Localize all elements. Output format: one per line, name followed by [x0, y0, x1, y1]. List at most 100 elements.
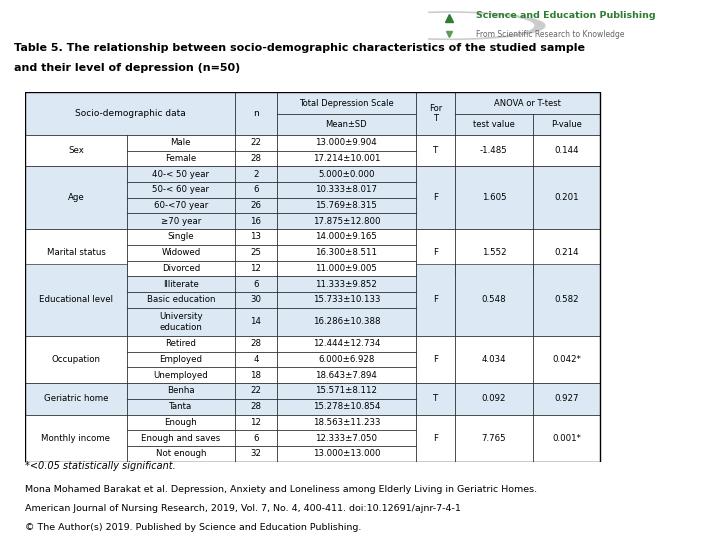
Bar [277, 151, 415, 166]
Text: Occupation: Occupation [51, 355, 101, 364]
Bar [277, 399, 415, 415]
Bar [127, 135, 235, 151]
Text: 0.214: 0.214 [554, 248, 579, 257]
Text: 15.571±8.112: 15.571±8.112 [315, 387, 377, 395]
Bar [127, 198, 235, 213]
Text: Employed: Employed [159, 355, 202, 364]
Text: 14.000±9.165: 14.000±9.165 [315, 233, 377, 241]
Text: Geriatric home: Geriatric home [44, 394, 108, 403]
Bar [127, 229, 235, 245]
Text: 12.444±12.734: 12.444±12.734 [312, 339, 380, 348]
Text: ≥70 year: ≥70 year [161, 217, 201, 226]
Text: 11.000±9.005: 11.000±9.005 [315, 264, 377, 273]
Text: 0.001*: 0.001* [552, 434, 581, 443]
Bar [533, 114, 600, 135]
Bar [127, 213, 235, 229]
Bar [455, 229, 533, 276]
Bar [415, 383, 455, 415]
Text: 6.000±6.928: 6.000±6.928 [318, 355, 374, 364]
Text: Illiterate: Illiterate [163, 280, 199, 288]
Bar [277, 260, 415, 276]
Text: 4.034: 4.034 [482, 355, 506, 364]
Bar [235, 276, 277, 292]
Text: Table 5. The relationship between socio-demographic characteristics of the studi: Table 5. The relationship between socio-… [14, 43, 585, 53]
Text: 17.214±10.001: 17.214±10.001 [312, 154, 380, 163]
Bar [235, 367, 277, 383]
Bar [415, 135, 455, 166]
Text: Sex: Sex [68, 146, 84, 155]
Text: Male: Male [171, 138, 191, 147]
Text: Tanta: Tanta [169, 402, 192, 411]
Bar [277, 229, 415, 245]
Bar [533, 336, 600, 383]
Text: Female: Female [165, 154, 197, 163]
Text: 15.278±10.854: 15.278±10.854 [312, 402, 380, 411]
Bar [277, 367, 415, 383]
Bar [277, 415, 415, 430]
Text: 4: 4 [253, 355, 258, 364]
Bar [235, 292, 277, 308]
Text: Socio-demographic data: Socio-demographic data [75, 109, 186, 118]
Bar [25, 92, 235, 135]
Bar [127, 399, 235, 415]
Text: T: T [433, 394, 438, 403]
Text: 13: 13 [251, 233, 261, 241]
Bar [235, 151, 277, 166]
Bar [415, 229, 455, 276]
Bar [127, 415, 235, 430]
Bar [415, 92, 455, 135]
Text: *<0.05 statistically significant.: *<0.05 statistically significant. [25, 461, 176, 471]
Bar [25, 229, 127, 276]
Text: 0.092: 0.092 [482, 394, 506, 403]
Text: Age: Age [68, 193, 84, 202]
Bar [235, 308, 277, 336]
Text: 6: 6 [253, 434, 258, 443]
Text: 22: 22 [251, 138, 261, 147]
Bar [127, 166, 235, 182]
Bar [25, 415, 127, 462]
Bar [277, 383, 415, 399]
Bar [455, 135, 533, 166]
Text: 6: 6 [253, 185, 258, 194]
Bar [533, 415, 600, 462]
Bar [127, 292, 235, 308]
Text: Mona Mohamed Barakat et al. Depression, Anxiety and Loneliness among Elderly Liv: Mona Mohamed Barakat et al. Depression, … [25, 484, 537, 494]
Bar [235, 166, 277, 182]
Bar [235, 92, 277, 135]
Bar [235, 135, 277, 151]
Text: Benha: Benha [167, 387, 194, 395]
Text: ANOVA or T-test: ANOVA or T-test [495, 98, 561, 107]
Text: F: F [433, 295, 438, 305]
Text: 1.552: 1.552 [482, 248, 506, 257]
Bar [277, 92, 415, 114]
Bar [277, 308, 415, 336]
Bar [127, 276, 235, 292]
Bar [25, 135, 127, 166]
Text: 50-< 60 year: 50-< 60 year [153, 185, 210, 194]
Text: Not enough: Not enough [156, 449, 206, 458]
Text: 16: 16 [251, 217, 261, 226]
Text: 15.733±10.133: 15.733±10.133 [312, 295, 380, 305]
Bar [415, 264, 455, 336]
Text: Single: Single [168, 233, 194, 241]
Bar [235, 446, 277, 462]
Bar [533, 383, 600, 415]
Text: 13.000±9.904: 13.000±9.904 [315, 138, 377, 147]
Bar [127, 336, 235, 352]
Bar [455, 166, 533, 229]
Text: 0.144: 0.144 [554, 146, 579, 155]
Text: 0.582: 0.582 [554, 295, 579, 305]
Bar [277, 182, 415, 198]
Bar [127, 367, 235, 383]
Text: 11.333±9.852: 11.333±9.852 [315, 280, 377, 288]
Bar [277, 352, 415, 367]
Bar [533, 229, 600, 276]
Bar [235, 336, 277, 352]
Text: 28: 28 [251, 154, 261, 163]
Text: 17.875±12.800: 17.875±12.800 [312, 217, 380, 226]
Bar [277, 446, 415, 462]
Bar [277, 135, 415, 151]
Bar [127, 182, 235, 198]
Bar [235, 245, 277, 260]
Text: F: F [433, 355, 438, 364]
